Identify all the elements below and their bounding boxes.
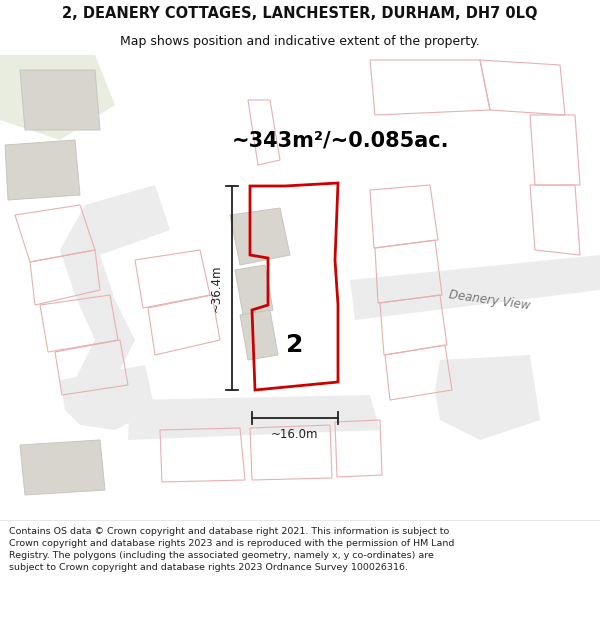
Polygon shape bbox=[20, 440, 105, 495]
Polygon shape bbox=[235, 265, 273, 315]
Text: ~36.4m: ~36.4m bbox=[209, 264, 223, 312]
Polygon shape bbox=[60, 365, 155, 430]
Polygon shape bbox=[435, 355, 540, 440]
Polygon shape bbox=[350, 255, 600, 320]
Text: ~16.0m: ~16.0m bbox=[271, 428, 319, 441]
Text: 2, DEANERY COTTAGES, LANCHESTER, DURHAM, DH7 0LQ: 2, DEANERY COTTAGES, LANCHESTER, DURHAM,… bbox=[62, 6, 538, 21]
Polygon shape bbox=[230, 208, 290, 265]
Text: Contains OS data © Crown copyright and database right 2021. This information is : Contains OS data © Crown copyright and d… bbox=[9, 528, 454, 572]
Polygon shape bbox=[20, 70, 100, 130]
Text: Map shows position and indicative extent of the property.: Map shows position and indicative extent… bbox=[120, 35, 480, 48]
Polygon shape bbox=[5, 140, 80, 200]
Polygon shape bbox=[128, 395, 380, 440]
Polygon shape bbox=[0, 55, 115, 140]
Polygon shape bbox=[60, 185, 170, 380]
Text: Deanery View: Deanery View bbox=[448, 288, 532, 312]
Polygon shape bbox=[240, 310, 278, 360]
Text: 2: 2 bbox=[286, 333, 304, 357]
Text: ~343m²/~0.085ac.: ~343m²/~0.085ac. bbox=[231, 130, 449, 150]
